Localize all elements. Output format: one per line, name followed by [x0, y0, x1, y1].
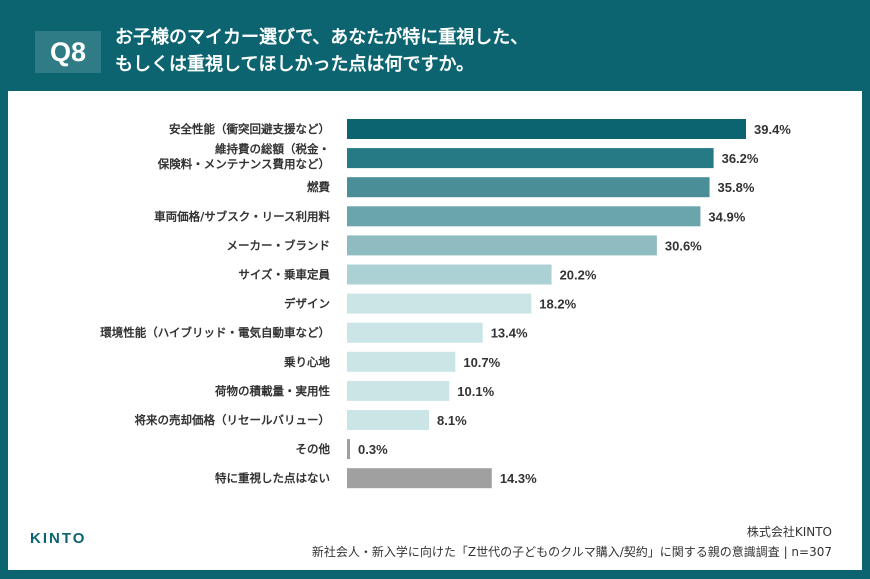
bar [347, 235, 657, 256]
chart-title: お子様のマイカー選びで、あなたが特に重視した、 もしくは重視してほしかった点は何… [115, 24, 528, 78]
category-label: 安全性能（衝突回避支援など） [169, 122, 330, 136]
category-label: 乗り心地 [283, 355, 330, 369]
category-label: 荷物の積載量・実用性 [214, 384, 330, 398]
bar [347, 177, 710, 198]
bar [347, 293, 532, 314]
value-label: 36.2% [722, 151, 759, 166]
value-label: 34.9% [708, 209, 745, 224]
category-label: 環境性能（ハイブリッド・電気自動車など） [100, 326, 330, 340]
bar [347, 119, 746, 139]
bar [347, 351, 456, 372]
value-label: 13.4% [491, 326, 528, 341]
bar [347, 206, 701, 227]
category-label: 維持費の総額（税金・ [215, 142, 330, 156]
category-label: デザイン [284, 297, 330, 311]
value-label: 35.8% [718, 180, 755, 195]
bar [347, 439, 351, 460]
bar [347, 468, 492, 489]
value-label: 10.1% [457, 384, 494, 399]
value-label: 0.3% [358, 442, 388, 457]
bar [347, 380, 450, 401]
bar [347, 148, 714, 169]
category-label: 将来の売却価格（リセールバリュー） [135, 413, 331, 427]
company-name: 株式会社KINTO [746, 525, 832, 539]
value-label: 39.4% [754, 122, 791, 137]
bar [347, 410, 430, 430]
category-label: 保険料・メンテナンス費用など） [157, 157, 330, 171]
category-label: 車両価格/サブスク・リース利用料 [154, 209, 330, 223]
category-label: 特に重視した点はない [215, 471, 330, 485]
value-label: 30.6% [665, 238, 702, 253]
value-label: 18.2% [539, 297, 576, 312]
category-label: サイズ・乗車定員 [238, 268, 330, 282]
value-label: 8.1% [437, 413, 467, 428]
title-line-1: お子様のマイカー選びで、あなたが特に重視した、 [115, 27, 529, 48]
category-label: 燃費 [306, 180, 330, 194]
category-label: メーカー・ブランド [227, 238, 331, 252]
value-label: 14.3% [500, 471, 537, 486]
value-label: 20.2% [560, 268, 597, 283]
bar [347, 264, 552, 285]
value-label: 10.7% [463, 355, 500, 370]
kinto-logo: KINTO [30, 530, 87, 547]
title-line-2: もしくは重視してほしかった点は何ですか。 [115, 54, 475, 75]
category-label: その他 [296, 442, 331, 456]
question-number-badge: Q8 [35, 31, 101, 73]
bar [347, 322, 483, 343]
survey-source: 新社会人・新入学に向けた「Z世代の子どものクルマ購入/契約」に関する親の意識調査… [311, 545, 832, 559]
